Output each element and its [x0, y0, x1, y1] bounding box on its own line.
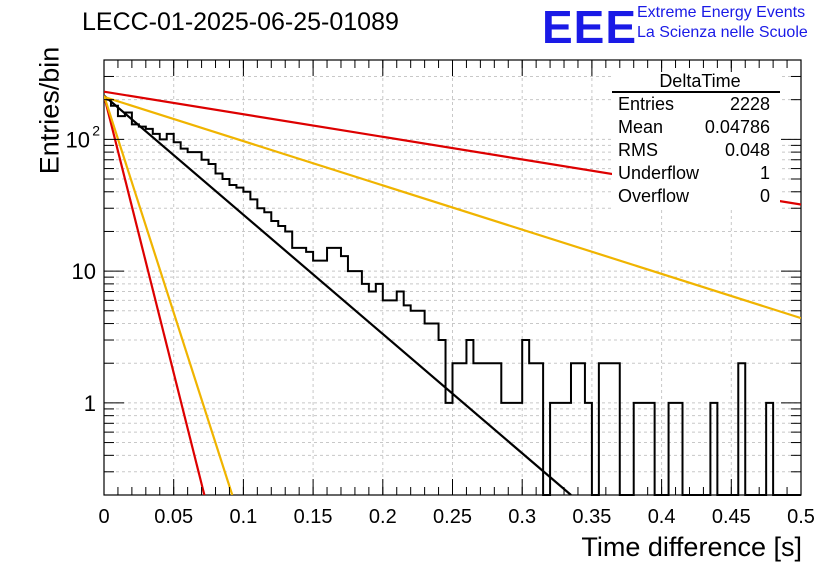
stats-row-value: 0	[760, 186, 770, 206]
y-tick-label: 1	[84, 391, 96, 416]
x-tick-label: 0.4	[648, 506, 676, 528]
fit-line	[104, 95, 234, 495]
x-axis-label: Time difference [s]	[581, 532, 802, 562]
fit-line	[104, 95, 801, 320]
stats-box: DeltaTime Entries 2228 Mean 0.04786 RMS 0.048 U…	[612, 71, 780, 210]
stats-row-label: Underflow	[618, 163, 700, 183]
x-tick-label: 0.35	[572, 506, 611, 528]
stats-row-value: 2228	[730, 94, 770, 114]
logo-line-2: La Scienza nelle Scuole	[637, 24, 808, 41]
stats-row-value: 0.04786	[705, 117, 770, 137]
x-tick-label: 0.3	[508, 506, 536, 528]
x-tick-label: 0.1	[229, 506, 257, 528]
axis-ticks: 0 0.05 0.1 0.15 0.2 0.25 0.3 0.35 0.4 0.45 0.51101…	[66, 59, 815, 528]
stats-row-label: Overflow	[618, 186, 690, 206]
x-tick-label: 0.05	[154, 506, 193, 528]
stats-box-name: DeltaTime	[659, 71, 740, 91]
stats-box-bg	[612, 72, 780, 210]
chart-title: LECC-01-2025-06-25-01089	[82, 8, 399, 36]
logo-line-1: Extreme Energy Events	[637, 4, 806, 21]
y-tick-label: 10	[72, 259, 96, 284]
histogram	[104, 98, 801, 496]
x-tick-label: 0	[98, 506, 109, 528]
fit-line	[104, 95, 206, 495]
histogram-outline	[104, 98, 801, 496]
x-tick-label: 0.5	[787, 506, 815, 528]
stats-row-label: Mean	[618, 117, 663, 137]
x-tick-label: 0.2	[369, 506, 397, 528]
y-tick-exponent: 2	[92, 122, 100, 138]
x-tick-label: 0.25	[433, 506, 472, 528]
stats-row-value: 1	[760, 163, 770, 183]
y-tick-label: 10	[66, 127, 90, 152]
fit-line	[104, 94, 572, 495]
stats-row-value: 0.048	[725, 140, 770, 160]
y-axis-label: Entries/bin	[34, 46, 65, 175]
stats-row-label: RMS	[618, 140, 658, 160]
x-tick-label: 0.45	[712, 506, 751, 528]
x-tick-label: 0.15	[294, 506, 333, 528]
stats-row-label: Entries	[618, 94, 674, 114]
eee-logo: EEE	[542, 1, 638, 53]
